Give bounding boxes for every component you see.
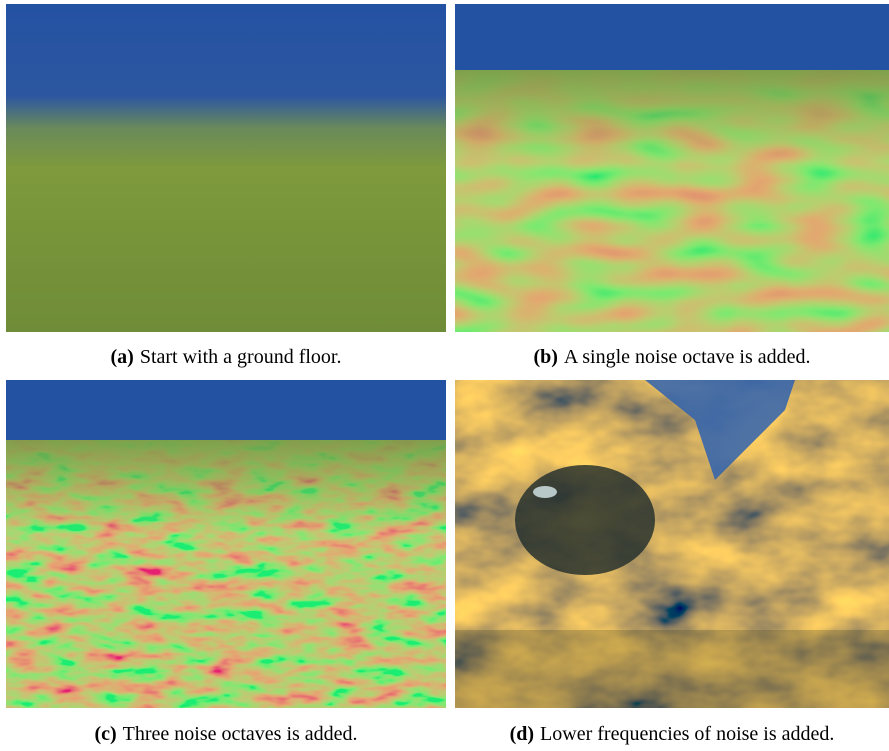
caption-c: (c) Three noise octaves is added. [6,723,446,746]
figure-page: {"figures": [ {"label": "(a)", "caption"… [0,0,889,751]
caption-a: (a) Start with a ground floor. [6,346,446,369]
subfigure-label: (b) [533,346,557,368]
caption-d: (d) Lower frequencies of noise is added. [452,723,889,746]
subfigure-caption: Start with a ground floor. [140,346,342,368]
subfigure-caption: Lower frequencies of noise is added. [540,723,834,745]
render-c [6,380,446,708]
caption-b: (b) A single noise octave is added. [452,346,889,369]
subfigure-caption: A single noise octave is added. [564,346,811,368]
subfigure-caption: Three noise octaves is added. [123,723,358,745]
subfigure-label: (d) [510,723,534,745]
render-d [455,380,889,708]
subfigure-label: (c) [94,723,116,745]
render-b [455,4,889,332]
render-a [6,4,446,332]
subfigure-label: (a) [111,346,134,368]
